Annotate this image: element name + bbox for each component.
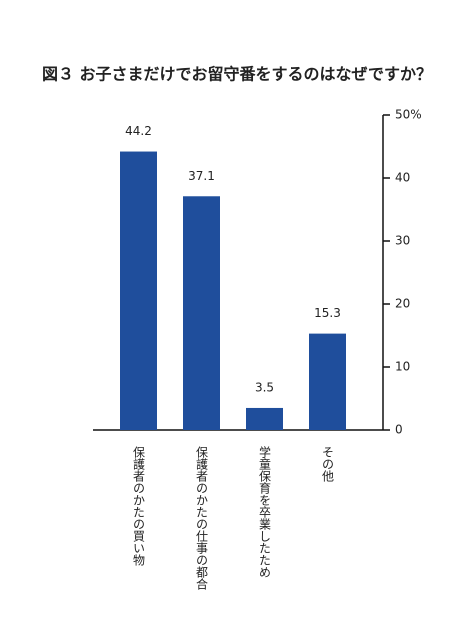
x-tick-label: 学童保育を卒業したため <box>258 445 272 578</box>
value-label: 15.3 <box>314 306 341 320</box>
x-tick-label: 保護者のかたの仕事の都合 <box>195 446 209 590</box>
x-tick-label: 保護者のかたの買い物 <box>132 446 146 566</box>
y-tick-label: 30 <box>395 234 410 248</box>
bar <box>120 151 157 431</box>
x-tick-label: その他 <box>321 446 335 482</box>
value-label: 3.5 <box>255 380 274 394</box>
y-tick-label: 20 <box>395 297 410 311</box>
y-tick-label: 50% <box>395 108 422 122</box>
y-tick-label: 0 <box>395 423 403 437</box>
chart-title: 図３ お子さまだけでお留守番をするのはなぜですか？ <box>42 65 432 84</box>
value-label: 37.1 <box>188 169 215 183</box>
y-tick-label: 40 <box>395 171 410 185</box>
bar <box>309 333 346 430</box>
y-tick-label: 10 <box>395 360 410 374</box>
bar <box>246 407 283 430</box>
bar <box>183 196 220 430</box>
value-label: 44.2 <box>125 124 152 138</box>
